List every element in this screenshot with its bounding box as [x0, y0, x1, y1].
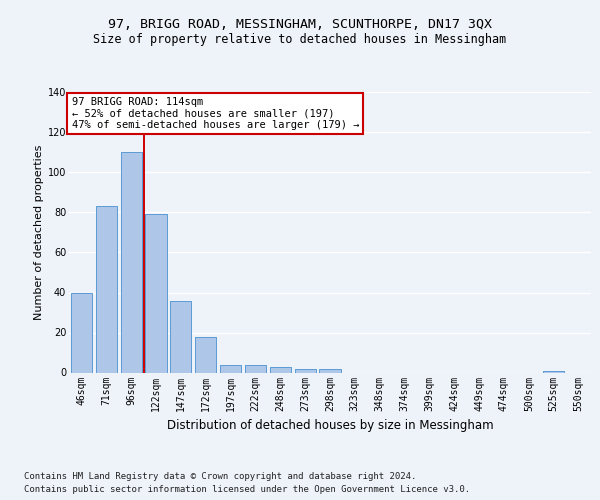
Bar [270, 366, 291, 372]
Bar [295, 368, 316, 372]
Bar [145, 214, 167, 372]
Bar [170, 300, 191, 372]
Bar [96, 206, 117, 372]
Bar [71, 292, 92, 372]
Text: Size of property relative to detached houses in Messingham: Size of property relative to detached ho… [94, 32, 506, 46]
Bar [543, 370, 564, 372]
Bar [245, 364, 266, 372]
Bar [220, 364, 241, 372]
Text: Contains public sector information licensed under the Open Government Licence v3: Contains public sector information licen… [24, 485, 470, 494]
X-axis label: Distribution of detached houses by size in Messingham: Distribution of detached houses by size … [167, 419, 493, 432]
Bar [195, 336, 216, 372]
Y-axis label: Number of detached properties: Number of detached properties [34, 145, 44, 320]
Text: 97 BRIGG ROAD: 114sqm
← 52% of detached houses are smaller (197)
47% of semi-det: 97 BRIGG ROAD: 114sqm ← 52% of detached … [71, 96, 359, 130]
Bar [319, 368, 341, 372]
Bar [121, 152, 142, 372]
Text: 97, BRIGG ROAD, MESSINGHAM, SCUNTHORPE, DN17 3QX: 97, BRIGG ROAD, MESSINGHAM, SCUNTHORPE, … [108, 18, 492, 30]
Text: Contains HM Land Registry data © Crown copyright and database right 2024.: Contains HM Land Registry data © Crown c… [24, 472, 416, 481]
